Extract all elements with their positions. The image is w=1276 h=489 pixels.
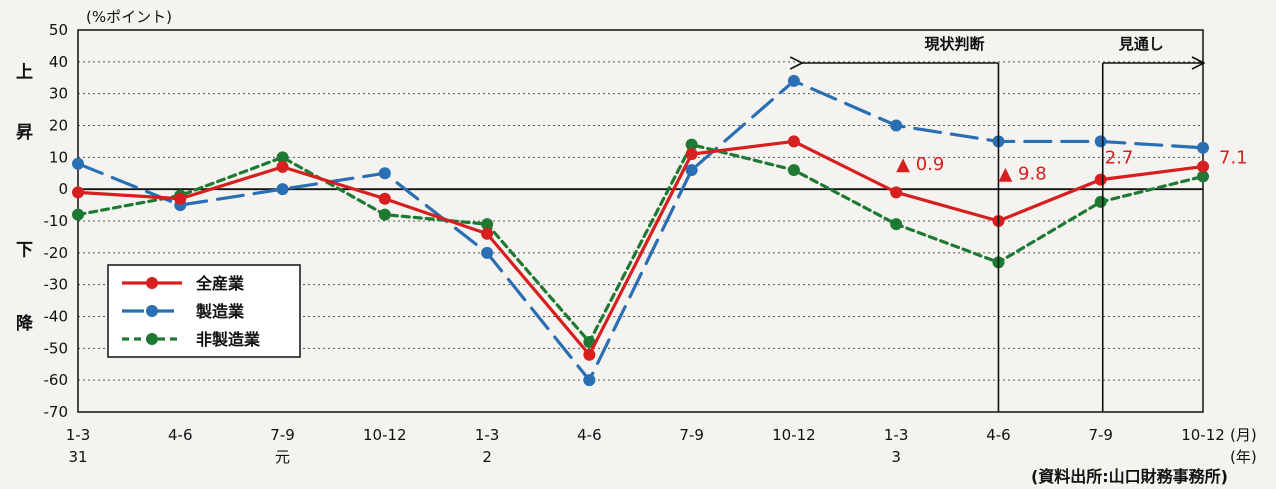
x-tick-label: 7-9 [270, 426, 295, 444]
x-tick-label: 4-6 [986, 426, 1011, 444]
data-label: 2.7 [1105, 148, 1134, 169]
data-point [481, 246, 494, 259]
data-point [378, 167, 391, 180]
bracket-forecast: 見通し [1101, 35, 1204, 412]
side-label-up: 昇 [16, 123, 33, 143]
y-tick-label: 20 [49, 117, 68, 135]
x-tick-label: 10-12 [363, 426, 407, 444]
legend-label: 全産業 [195, 274, 245, 293]
data-point [276, 183, 289, 196]
bracket-current-label: 現状判断 [924, 35, 984, 53]
legend-label: 製造業 [195, 302, 245, 321]
y-tick-label: 40 [49, 53, 68, 71]
data-point [890, 218, 903, 231]
bracket-current: 現状判断 [802, 35, 1000, 412]
data-point [1197, 141, 1209, 154]
series-line [76, 139, 1205, 357]
data-point [276, 151, 289, 164]
side-label-up: 上 [16, 62, 33, 82]
legend-marker [146, 277, 158, 289]
x-tick-label: 10-12 [772, 426, 816, 444]
month-label: (月) [1230, 426, 1257, 444]
data-point [378, 208, 391, 221]
y-tick-label: -40 [44, 308, 69, 326]
x-tick-label: 7-9 [679, 426, 704, 444]
y-tick-label: -60 [44, 371, 69, 389]
y-tick-label: -70 [44, 403, 69, 421]
y-tick-label: 30 [49, 85, 68, 103]
plot-frame [77, 29, 1204, 413]
data-point [787, 135, 800, 148]
data-point [583, 348, 596, 361]
x-tick-label: 1-3 [66, 426, 91, 444]
series-line [76, 79, 1205, 382]
series-line [76, 143, 1205, 344]
data-point [685, 148, 698, 161]
data-point [890, 119, 903, 132]
x-tick-label: 4-6 [168, 426, 193, 444]
source-note: (資料出所:山口財務事務所) [1031, 467, 1228, 486]
y-tick-label: -10 [44, 212, 69, 230]
year-label: (年) [1230, 448, 1257, 466]
data-label: ▲ 0.9 [896, 154, 944, 175]
data-point [174, 192, 187, 205]
y-tick-label: -30 [44, 276, 69, 294]
y-tick-label: 50 [49, 21, 68, 39]
x-tick-label: 1-3 [884, 426, 909, 444]
data-point [787, 164, 800, 177]
data-point [72, 186, 84, 199]
side-label-down: 下 [16, 241, 33, 261]
x-year-label: 31 [68, 448, 87, 466]
data-label: ▲ 9.8 [998, 164, 1046, 185]
data-point [1094, 195, 1107, 208]
data-point [890, 186, 903, 199]
x-year-label: 3 [891, 448, 901, 466]
data-point [72, 157, 84, 170]
data-point [685, 138, 698, 151]
legend-marker [146, 333, 158, 345]
legend-label: 非製造業 [196, 330, 261, 349]
data-point [276, 160, 289, 173]
y-tick-label: 10 [49, 148, 68, 166]
y-tick-label: 0 [58, 180, 68, 198]
data-point [583, 374, 596, 387]
data-point [1197, 170, 1209, 183]
data-point [1094, 135, 1107, 148]
data-point [1094, 173, 1107, 186]
x-tick-label: 10-12 [1181, 426, 1225, 444]
y-tick-label: -50 [44, 339, 69, 357]
unit-label: (%ポイント) [86, 8, 172, 26]
data-label: 7.1 [1219, 148, 1248, 169]
data-point [787, 74, 800, 87]
x-tick-label: 1-3 [475, 426, 500, 444]
data-point [481, 227, 494, 240]
data-point [481, 218, 494, 231]
x-year-label: 元 [275, 448, 290, 466]
annotations: 現状判断 見通し ▲ 0.9 ▲ 9.8 2.7 7.1 [802, 35, 1248, 412]
x-tick-label: 7-9 [1088, 426, 1113, 444]
data-point [685, 164, 698, 177]
x-year-label: 2 [482, 448, 492, 466]
axes: 50 40 30 20 10 0 -10 -20 -30 -40 -50 -60 -70 1-3 4-6 7-… [16, 21, 1225, 466]
data-point [72, 208, 84, 221]
y-tick-label: -20 [44, 244, 69, 262]
data-point [378, 192, 391, 205]
x-tick-label: 4-6 [577, 426, 602, 444]
data-point [1197, 160, 1209, 173]
series-1 [72, 135, 1209, 361]
side-label-down: 降 [16, 313, 34, 334]
data-point [583, 335, 596, 348]
legend-marker [146, 305, 158, 317]
bracket-forecast-label: 見通し [1118, 35, 1164, 53]
